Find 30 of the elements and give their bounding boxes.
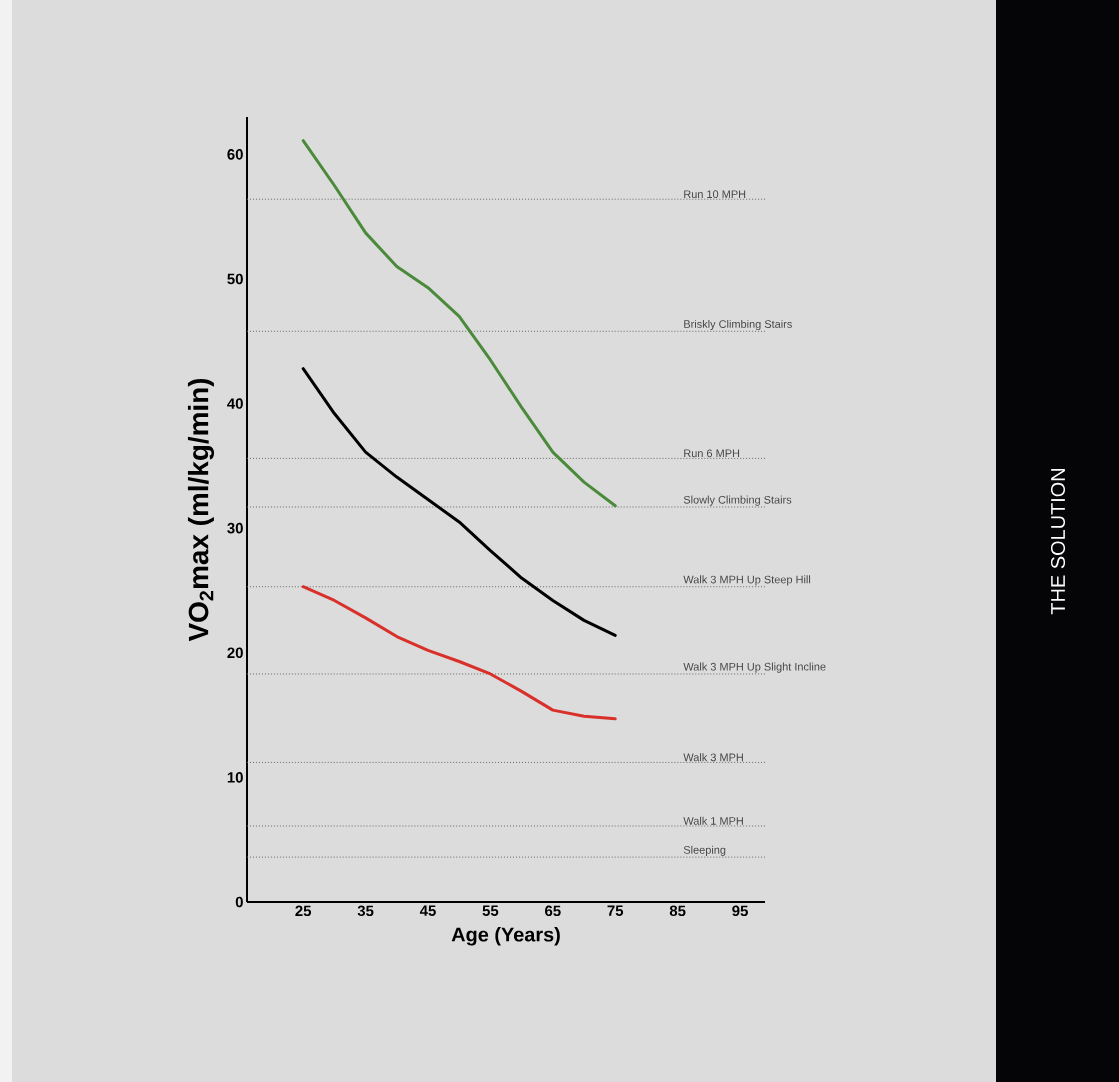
x-tick-label: 25 (295, 905, 312, 917)
ref-line-label: Walk 3 MPH (683, 753, 743, 762)
y-tick-label: 0 (235, 896, 243, 908)
y-tick-label: 30 (227, 522, 243, 534)
x-axis-title: Age (Years) (451, 926, 560, 946)
ref-line-label: Run 6 MPH (684, 449, 740, 458)
y-tick-label: 20 (227, 647, 243, 659)
y-tick-label: 50 (227, 273, 243, 285)
x-tick-label: 95 (732, 905, 748, 917)
x-tick-label: 55 (482, 905, 499, 916)
line-series (301, 139, 617, 508)
ref-line-label: Sleeping (683, 845, 726, 856)
ref-line-label: Walk 1 MPH (683, 816, 743, 825)
y-axis-title: VO$_{2}$max (ml/kg/min) (187, 378, 215, 642)
ref-line-label: Run 10 MPH (684, 190, 746, 199)
ref-line-label: Walk 3 MPH Up Slight Incline (683, 662, 826, 673)
x-tick-label: 75 (607, 905, 624, 916)
line-series (301, 367, 617, 637)
text: THE SOLUTION (1050, 469, 1066, 615)
line-series (301, 585, 617, 721)
ref-line-label: Briskly Climbing Stairs (684, 319, 792, 331)
y-tick-label: 10 (227, 772, 243, 783)
y-tick-label: 60 (227, 149, 243, 160)
x-tick-label: 65 (545, 905, 561, 917)
x-tick-label: 45 (419, 905, 436, 916)
x-tick-label: 85 (669, 905, 686, 917)
y-tick-label: 40 (227, 398, 243, 409)
x-tick-label: 35 (357, 905, 374, 917)
ref-line-label: Slowly Climbing Stairs (683, 495, 792, 506)
ref-line-label: Walk 3 MPH Up Steep Hill (683, 575, 811, 586)
